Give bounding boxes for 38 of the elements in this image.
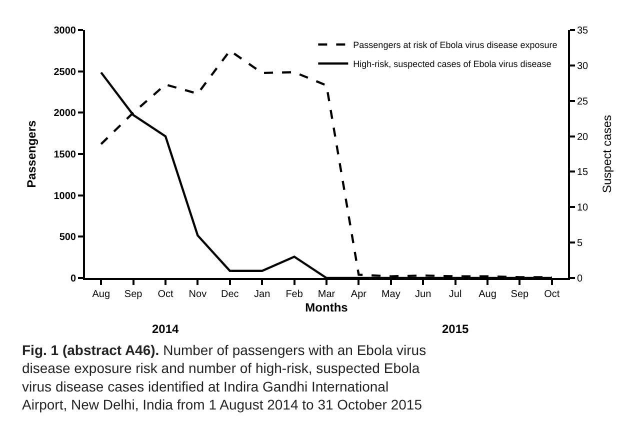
text: 2015 [442, 322, 470, 336]
y2-tick-label: 10 [577, 202, 589, 214]
legend-label: High-risk, suspected cases of Ebola virus disease [353, 59, 552, 70]
y-tick-label: 2000 [54, 108, 76, 120]
x-tick-label: Oct [158, 289, 174, 300]
x-tick-label: Nov [188, 289, 207, 300]
x-tick-label: Sep [510, 289, 530, 300]
x-tick-label: Jun [415, 289, 432, 300]
y-tick-label: 0 [70, 274, 76, 284]
y-axis-title: Passengers [24, 120, 39, 188]
y2-tick-label: 25 [577, 96, 589, 108]
x-tick-label: Feb [286, 289, 304, 300]
x-tick-label: Apr [350, 289, 368, 300]
x-tick-label: Mar [318, 289, 336, 300]
y-tick-label: 1000 [54, 190, 76, 202]
x-tick-label: Aug [92, 289, 110, 300]
y2-tick-label: 15 [577, 167, 589, 178]
x-tick-label: Dec [221, 289, 239, 300]
x-tick-label: Aug [478, 289, 496, 300]
y2-tick-label: 30 [577, 60, 589, 72]
x-axis-title: Months [305, 300, 348, 314]
x-tick-label: Jan [254, 289, 270, 300]
y2-tick-label: 5 [577, 238, 583, 250]
x-tick-label: May [381, 289, 400, 300]
y2-tick-label: 0 [577, 274, 583, 284]
y-tick-label: 500 [59, 232, 76, 244]
y2-tick-label: 35 [577, 26, 589, 36]
x-tick-label: Jul [448, 289, 462, 300]
caption: Fig. 1 (abstract A46). [22, 342, 160, 358]
x-tick-label: Oct [544, 289, 560, 300]
y-tick-label: 2500 [54, 66, 76, 78]
text: 2014 [152, 322, 180, 336]
y-tick-label: 3000 [54, 26, 76, 36]
legend-label: Passengers at risk of Ebola virus disease exposure [353, 40, 558, 50]
x-tick-label: Sep [124, 289, 143, 300]
y-tick-label: 1500 [54, 150, 76, 160]
y2-axis-title: Suspect cases [600, 114, 614, 194]
y2-tick-label: 20 [577, 132, 589, 143]
